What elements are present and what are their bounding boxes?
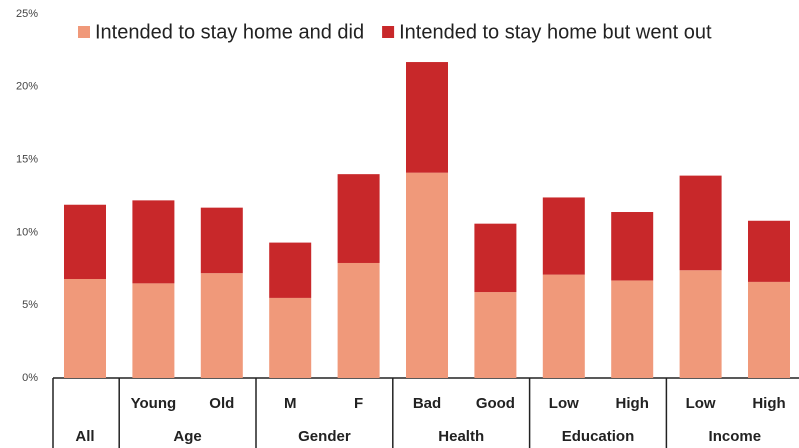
x-tick-label: High	[616, 395, 649, 412]
bar-segment	[611, 212, 654, 281]
bar-segment	[474, 223, 517, 293]
y-tick-label: 20%	[16, 81, 38, 93]
x-tick-label: Low	[686, 395, 716, 412]
group-label: Gender	[298, 428, 351, 445]
group-label: Education	[562, 428, 635, 445]
bar-segment	[542, 197, 585, 275]
x-tick-label: Good	[476, 395, 515, 412]
bar-segment	[64, 204, 106, 279]
y-tick-label: 5%	[22, 299, 38, 311]
group-label: Age	[173, 428, 201, 445]
bar-segment	[542, 274, 585, 378]
legend-label: Intended to stay home and did	[95, 21, 364, 43]
bar-segment	[679, 175, 722, 271]
bar-segment	[611, 280, 654, 378]
bar-segment	[200, 273, 243, 378]
bar-segment	[337, 262, 380, 378]
bar-segment	[269, 242, 312, 298]
group-label: Health	[438, 428, 484, 445]
legend-swatch	[382, 26, 395, 38]
bar-segment	[200, 207, 243, 274]
x-tick-label: F	[354, 395, 363, 412]
bar-segment	[474, 292, 517, 378]
bar-segment	[337, 174, 380, 263]
x-tick-label: Bad	[413, 395, 441, 412]
y-tick-label: 10%	[16, 226, 38, 238]
x-tick-label: High	[752, 395, 785, 412]
bar-segment	[679, 270, 722, 378]
y-tick-label: 25%	[16, 8, 38, 20]
x-tick-label: Old	[209, 395, 234, 412]
bar-segment	[748, 281, 790, 378]
bar-segment	[269, 297, 312, 378]
legend-label: Intended to stay home but went out	[399, 21, 712, 43]
legend-swatch	[78, 26, 90, 38]
x-tick-label: Low	[549, 395, 579, 412]
bar-segment	[64, 278, 106, 378]
group-label: Income	[709, 428, 762, 445]
bar-segment	[132, 200, 175, 284]
group-label: All	[75, 428, 94, 445]
bar-segment	[406, 62, 448, 173]
bar-segment	[406, 172, 448, 378]
bar-segment	[748, 220, 790, 282]
x-tick-label: Young	[131, 395, 177, 412]
x-tick-label: M	[284, 395, 297, 412]
y-tick-label: 15%	[16, 154, 38, 166]
y-tick-label: 0%	[22, 372, 38, 384]
bar-segment	[132, 283, 175, 378]
